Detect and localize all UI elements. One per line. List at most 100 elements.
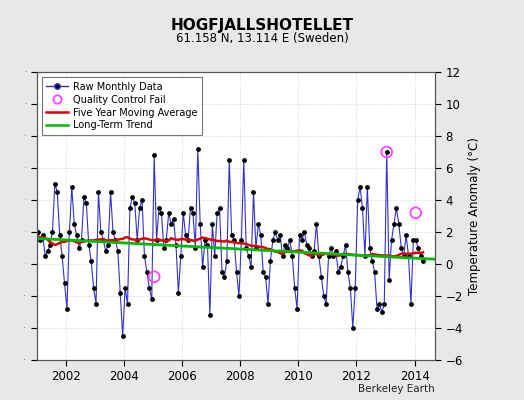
Point <box>215 205 224 211</box>
Point <box>390 221 398 227</box>
Point <box>121 285 129 291</box>
Point <box>332 248 340 254</box>
Point <box>312 221 321 227</box>
Point <box>148 296 156 302</box>
Y-axis label: Temperature Anomaly (°C): Temperature Anomaly (°C) <box>468 137 481 295</box>
Point <box>191 245 200 251</box>
Point <box>152 237 161 243</box>
Point <box>140 253 149 259</box>
Point <box>169 216 178 222</box>
Point <box>143 269 151 275</box>
Point <box>368 258 376 264</box>
Point <box>34 229 42 235</box>
Point <box>274 237 282 243</box>
Point <box>278 253 287 259</box>
Point <box>87 258 95 264</box>
Point <box>123 301 132 307</box>
Point <box>276 232 285 238</box>
Point <box>247 264 255 270</box>
Point <box>380 301 388 307</box>
Point <box>363 184 372 190</box>
Point <box>223 258 231 264</box>
Point <box>160 245 168 251</box>
Point <box>193 146 202 152</box>
Point <box>96 229 105 235</box>
Point <box>225 157 234 163</box>
Point <box>373 306 381 312</box>
Point <box>286 237 294 243</box>
Point <box>322 301 330 307</box>
Point <box>41 253 49 259</box>
Point <box>150 274 158 280</box>
Point <box>411 210 420 216</box>
Point <box>351 285 359 291</box>
Point <box>90 285 98 291</box>
Point <box>383 149 391 155</box>
Point <box>344 269 352 275</box>
Point <box>114 248 122 254</box>
Point <box>201 237 209 243</box>
Point <box>70 221 79 227</box>
Point <box>305 245 313 251</box>
Point <box>339 253 347 259</box>
Point <box>320 293 328 299</box>
Point <box>308 253 316 259</box>
Point <box>266 258 275 264</box>
Point <box>213 210 221 216</box>
Point <box>419 258 427 264</box>
Point <box>157 210 166 216</box>
Legend: Raw Monthly Data, Quality Control Fail, Five Year Moving Average, Long-Term Tren: Raw Monthly Data, Quality Control Fail, … <box>41 77 202 135</box>
Point <box>264 301 272 307</box>
Point <box>60 280 69 286</box>
Point <box>109 229 117 235</box>
Point <box>399 253 408 259</box>
Point <box>336 264 345 270</box>
Point <box>218 269 226 275</box>
Text: 61.158 N, 13.114 E (Sweden): 61.158 N, 13.114 E (Sweden) <box>176 32 348 45</box>
Point <box>327 245 335 251</box>
Point <box>150 152 158 158</box>
Point <box>346 285 355 291</box>
Point <box>302 242 311 248</box>
Point <box>177 253 185 259</box>
Point <box>187 205 195 211</box>
Point <box>92 301 100 307</box>
Point <box>392 205 400 211</box>
Point <box>329 253 337 259</box>
Point <box>63 306 71 312</box>
Point <box>165 210 173 216</box>
Point <box>227 232 236 238</box>
Point <box>409 237 418 243</box>
Point <box>366 245 374 251</box>
Point <box>402 232 410 238</box>
Point <box>82 200 91 206</box>
Point <box>196 221 204 227</box>
Point <box>135 205 144 211</box>
Point <box>411 237 420 243</box>
Point <box>111 237 119 243</box>
Point <box>315 253 323 259</box>
Point <box>138 197 146 203</box>
Point <box>249 189 258 195</box>
Point <box>414 245 422 251</box>
Point <box>53 189 61 195</box>
Point <box>128 194 137 200</box>
Point <box>203 242 212 248</box>
Point <box>167 221 176 227</box>
Point <box>208 221 216 227</box>
Point <box>99 237 107 243</box>
Point <box>72 232 81 238</box>
Point <box>288 253 297 259</box>
Point <box>281 242 289 248</box>
Point <box>56 232 64 238</box>
Point <box>80 194 88 200</box>
Point <box>94 189 103 195</box>
Point <box>324 253 333 259</box>
Point <box>118 333 127 339</box>
Point <box>254 221 263 227</box>
Point <box>174 290 182 296</box>
Point <box>257 232 265 238</box>
Point <box>184 237 192 243</box>
Point <box>358 205 367 211</box>
Point <box>51 181 59 187</box>
